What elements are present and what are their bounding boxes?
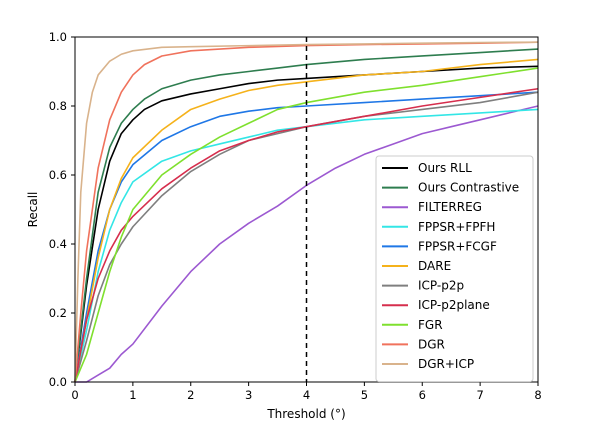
series-line-fppsr-fpfh: [74, 108, 539, 383]
x-axis-label: Threshold (°): [266, 407, 345, 421]
series-line-dare: [74, 58, 539, 383]
x-tick-label: 5: [361, 388, 368, 402]
series-line-dgr-icp: [74, 41, 539, 383]
series-layer: [74, 41, 539, 383]
x-tick-label: 6: [419, 388, 426, 402]
legend-label-fgr: FGR: [418, 318, 443, 332]
series-line-icp-p2plane: [74, 87, 539, 383]
series-line-ours-contrastive: [74, 48, 539, 383]
x-axis-ticks: 0 1 2 3 4 5 6 7 8: [71, 382, 542, 402]
legend-label-icp-p2p: ICP-p2p: [418, 279, 464, 293]
x-tick-label: 0: [71, 388, 78, 402]
y-tick-label: 0.0: [49, 375, 67, 389]
legend: Ours RLL Ours Contrastive FILTERREG FPPSR+F…: [375, 155, 534, 383]
x-tick-label: 8: [534, 388, 541, 402]
y-tick-label: 1.0: [49, 30, 67, 44]
legend-box: [375, 155, 534, 383]
series-line-fppsr-fcgf: [74, 91, 539, 383]
series-line-icp-p2p: [74, 91, 539, 383]
legend-label-dare: DARE: [418, 259, 451, 273]
legend-label-icp-p2plane: ICP-p2plane: [418, 298, 490, 312]
series-line-filterreg: [75, 105, 539, 383]
legend-label-filterreg: FILTERREG: [418, 200, 482, 214]
legend-label-dgr: DGR: [418, 337, 445, 351]
x-tick-label: 4: [303, 388, 310, 402]
legend-label-ours-contrastive: Ours Contrastive: [418, 181, 519, 195]
y-tick-label: 0.8: [49, 99, 67, 113]
legend-label-dgr-icp: DGR+ICP: [418, 357, 474, 371]
series-line-fgr: [74, 67, 539, 383]
y-tick-label: 0.6: [49, 168, 67, 182]
x-tick-label: 7: [476, 388, 483, 402]
y-tick-label: 0.4: [49, 237, 67, 251]
legend-label-ours-rll: Ours RLL: [418, 161, 472, 175]
y-axis-ticks: 0.0 0.2 0.4 0.6 0.8 1.0: [49, 30, 75, 389]
x-tick-label: 3: [245, 388, 252, 402]
legend-label-fppsr-fcgf: FPPSR+FCGF: [418, 239, 497, 253]
x-tick-label: 2: [187, 388, 194, 402]
legend-label-fppsr-fpfh: FPPSR+FPFH: [418, 220, 495, 234]
y-tick-label: 0.2: [49, 306, 67, 320]
x-tick-label: 1: [129, 388, 136, 402]
y-axis-label: Recall: [26, 192, 40, 228]
